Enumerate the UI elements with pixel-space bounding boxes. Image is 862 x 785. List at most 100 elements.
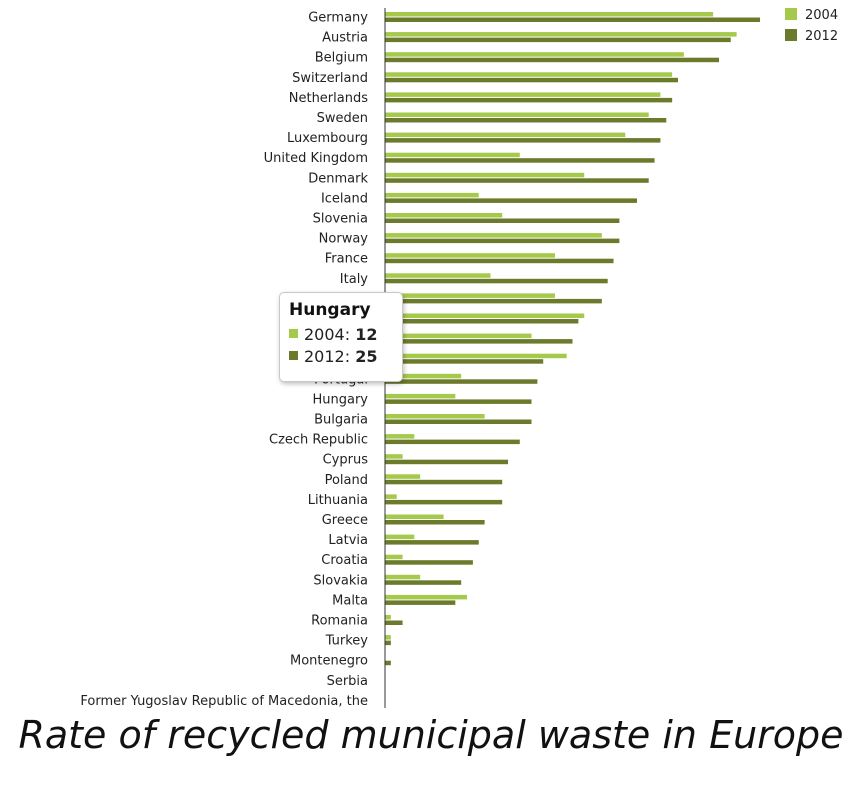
bar-2004-norway[interactable] bbox=[385, 233, 602, 238]
bar-2012-montenegro[interactable] bbox=[385, 660, 391, 666]
tooltip-value-2004: 12 bbox=[355, 325, 378, 344]
category-label-greece: Greece bbox=[322, 513, 368, 528]
category-label-austria: Austria bbox=[322, 31, 368, 46]
bar-2004-sweden[interactable] bbox=[385, 112, 649, 118]
bar-2004-row-14[interactable] bbox=[385, 293, 555, 298]
bar-2012-france[interactable] bbox=[385, 258, 614, 264]
bar-2004-latvia[interactable] bbox=[385, 534, 415, 540]
bar-2004-italy[interactable] bbox=[385, 273, 491, 278]
category-label-germany: Germany bbox=[308, 11, 368, 26]
bar-2004-romania[interactable] bbox=[385, 615, 391, 620]
bar-2004-row-16[interactable] bbox=[385, 333, 532, 339]
bar-2012-greece[interactable] bbox=[385, 520, 485, 525]
bar-2004-switzerland[interactable] bbox=[385, 72, 673, 77]
category-label-czech-republic: Czech Republic bbox=[269, 433, 368, 448]
bar-2012-latvia[interactable] bbox=[385, 540, 479, 545]
bar-2012-portugal[interactable] bbox=[385, 379, 538, 384]
bar-2012-austria[interactable] bbox=[385, 37, 731, 43]
bar-2012-slovenia[interactable] bbox=[385, 218, 620, 224]
bar-2004-malta[interactable] bbox=[385, 594, 468, 600]
bar-2004-portugal[interactable] bbox=[385, 373, 462, 379]
bar-2012-belgium[interactable] bbox=[385, 57, 720, 63]
category-label-netherlands: Netherlands bbox=[289, 91, 368, 106]
bar-2004-belgium[interactable] bbox=[385, 52, 684, 57]
tooltip-row-2004: 2004: 12 bbox=[289, 324, 393, 346]
bar-2004-poland[interactable] bbox=[385, 474, 421, 479]
bar-2004-row-17[interactable] bbox=[385, 353, 567, 359]
bar-2012-switzerland[interactable] bbox=[385, 77, 678, 83]
bar-2004-denmark[interactable] bbox=[385, 172, 585, 178]
bar-2012-croatia[interactable] bbox=[385, 560, 473, 565]
bar-2012-turkey[interactable] bbox=[385, 640, 391, 646]
bar-2004-bulgaria[interactable] bbox=[385, 414, 485, 419]
bar-2012-romania[interactable] bbox=[385, 620, 403, 626]
tooltip-label-2004: 2004: bbox=[304, 325, 356, 344]
bar-2004-slovakia[interactable] bbox=[385, 574, 421, 580]
category-label-former-yugoslav-republic-of-macedonia-the: Former Yugoslav Republic of Macedonia, t… bbox=[80, 694, 368, 709]
category-label-slovenia: Slovenia bbox=[313, 212, 368, 227]
bar-2012-malta[interactable] bbox=[385, 600, 456, 605]
bar-2004-greece[interactable] bbox=[385, 514, 444, 520]
bar-2004-turkey[interactable] bbox=[385, 635, 391, 640]
bar-2012-row-16[interactable] bbox=[385, 339, 573, 344]
category-label-serbia: Serbia bbox=[327, 674, 368, 689]
bar-chart: Germany Austria Belgium Switzerland Netherla… bbox=[80, 8, 838, 709]
bar-2012-sweden[interactable] bbox=[385, 118, 667, 123]
tooltip-label-2012: 2012: bbox=[304, 347, 356, 366]
tooltip-row-2012: 2012: 25 bbox=[289, 346, 393, 368]
category-label-latvia: Latvia bbox=[328, 533, 368, 548]
bar-2004-netherlands[interactable] bbox=[385, 92, 661, 97]
category-label-poland: Poland bbox=[325, 473, 368, 488]
bar-2012-bulgaria[interactable] bbox=[385, 419, 532, 425]
bar-2012-germany[interactable] bbox=[385, 17, 761, 23]
category-label-hungary: Hungary bbox=[312, 392, 368, 407]
bar-2004-germany[interactable] bbox=[385, 12, 714, 17]
bar-2004-austria[interactable] bbox=[385, 32, 737, 37]
bar-2004-row-15[interactable] bbox=[385, 313, 585, 319]
bar-2004-united-kingdom[interactable] bbox=[385, 152, 520, 158]
chart-caption: Rate of recycled municipal waste in Euro… bbox=[18, 713, 844, 757]
bar-2012-czech-republic[interactable] bbox=[385, 439, 520, 445]
bar-2012-row-17[interactable] bbox=[385, 359, 544, 364]
bar-2004-france[interactable] bbox=[385, 253, 555, 258]
legend-swatch-2012 bbox=[785, 29, 797, 41]
category-label-romania: Romania bbox=[311, 614, 368, 629]
tooltip-swatch-2004 bbox=[289, 329, 298, 338]
bar-2004-luxembourg[interactable] bbox=[385, 132, 626, 138]
bar-2012-netherlands[interactable] bbox=[385, 97, 673, 103]
tooltip-swatch-2012 bbox=[289, 351, 298, 360]
bar-2004-cyprus[interactable] bbox=[385, 454, 403, 459]
category-label-bulgaria: Bulgaria bbox=[314, 413, 368, 428]
legend-label-2004: 2004 bbox=[805, 8, 838, 23]
bar-2012-denmark[interactable] bbox=[385, 178, 649, 183]
bar-2012-row-15[interactable] bbox=[385, 319, 579, 324]
bar-2012-lithuania[interactable] bbox=[385, 499, 503, 505]
category-label-slovakia: Slovakia bbox=[313, 573, 368, 588]
category-label-croatia: Croatia bbox=[321, 553, 368, 568]
bar-2012-poland[interactable] bbox=[385, 479, 503, 485]
bar-2004-czech-republic[interactable] bbox=[385, 434, 415, 439]
bar-2012-united-kingdom[interactable] bbox=[385, 158, 655, 163]
category-label-denmark: Denmark bbox=[308, 171, 368, 186]
category-label-montenegro: Montenegro bbox=[290, 654, 368, 669]
legend-swatch-2004 bbox=[785, 8, 797, 20]
category-label-italy: Italy bbox=[340, 272, 369, 287]
category-label-switzerland: Switzerland bbox=[292, 71, 368, 86]
bar-2012-row-14[interactable] bbox=[385, 298, 602, 304]
bar-2004-croatia[interactable] bbox=[385, 554, 403, 560]
bar-2012-iceland[interactable] bbox=[385, 198, 637, 203]
bar-2012-norway[interactable] bbox=[385, 238, 620, 244]
bar-2004-lithuania[interactable] bbox=[385, 494, 397, 499]
bar-2012-hungary[interactable] bbox=[385, 399, 532, 404]
bar-2004-hungary[interactable] bbox=[385, 393, 456, 399]
bar-2012-italy[interactable] bbox=[385, 278, 608, 284]
category-label-sweden: Sweden bbox=[317, 111, 368, 126]
bar-2004-iceland[interactable] bbox=[385, 192, 479, 198]
bar-2004-slovenia[interactable] bbox=[385, 213, 503, 218]
bar-2012-luxembourg[interactable] bbox=[385, 138, 661, 143]
category-label-norway: Norway bbox=[319, 232, 369, 247]
bar-2012-slovakia[interactable] bbox=[385, 580, 462, 585]
category-label-luxembourg: Luxembourg bbox=[287, 131, 368, 146]
category-label-united-kingdom: United Kingdom bbox=[264, 151, 368, 166]
bar-2012-cyprus[interactable] bbox=[385, 459, 509, 465]
